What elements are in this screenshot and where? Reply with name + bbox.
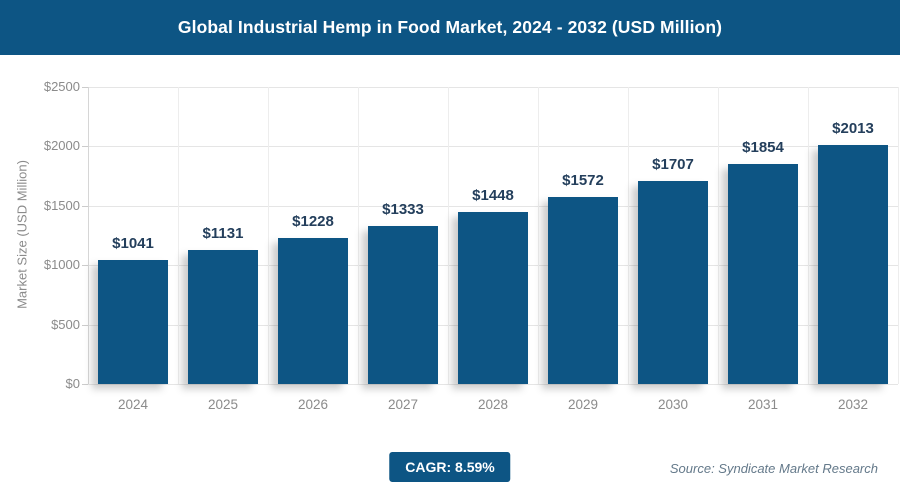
y-axis-tick-label: $1000 [43,257,80,273]
bar-2024 [98,260,168,384]
bar-value-label: $1131 [202,224,244,242]
chart-title: Global Industrial Hemp in Food Market, 2… [177,17,723,37]
bar-2029 [548,197,618,384]
bar-2026 [278,238,348,384]
bar-2028 [458,211,528,384]
bar-value-label: $1041 [112,235,154,253]
x-gridline [718,87,719,384]
y-axis-tick-label: $2000 [43,138,80,154]
y-axis-tick [82,324,88,326]
x-gridline [898,87,899,384]
x-axis-tick-label: 2026 [297,397,329,412]
x-axis-tick-label: 2030 [657,397,689,412]
bar-value-label: $1707 [652,156,694,174]
bar-2025 [188,249,258,384]
x-axis-tick-label: 2031 [747,397,779,412]
cagr-badge: CAGR: 8.59% [389,452,511,482]
x-axis-tick-label: 2029 [567,397,599,412]
y-axis-title: Market Size (USD Million) [14,160,30,309]
bar-2027 [368,225,438,384]
y-axis-tick [82,87,88,88]
x-axis-tick-label: 2028 [477,397,509,412]
bar-2031 [728,163,798,384]
y-gridline [88,87,898,88]
x-axis-tick-label: 2025 [207,397,239,412]
x-gridline [268,87,269,384]
chart-title-bar: Global Industrial Hemp in Food Market, 2… [0,0,900,55]
bar-value-label: $1333 [382,200,424,218]
y-gridline [88,384,898,385]
x-gridline [628,87,629,384]
y-axis-line [88,87,89,384]
y-axis-tick-label: $500 [51,316,80,332]
x-axis-tick-label: 2027 [387,397,419,412]
y-axis-tick-label: $0 [65,376,80,391]
y-axis-tick [82,384,88,385]
bar-value-label: $1572 [562,172,604,190]
x-gridline [538,87,539,384]
bar-2030 [638,181,708,384]
y-axis-tick [82,146,88,148]
x-gridline [358,87,359,384]
x-axis-tick-label: 2024 [117,397,149,412]
y-gridline [88,146,898,148]
y-axis-tick [82,265,88,267]
x-axis-tick-label: 2032 [837,397,869,412]
y-axis-tick-label: $2500 [43,79,80,94]
bar-2032 [818,144,888,384]
bar-value-label: $2013 [832,119,874,137]
y-gridline [88,205,898,207]
x-gridline [448,87,449,384]
bar-value-label: $1854 [742,138,784,156]
y-axis-tick-label: $1500 [43,197,80,213]
bar-value-label: $1228 [292,213,334,231]
bar-value-label: $1448 [472,186,514,204]
source-attribution: Source: Syndicate Market Research [669,461,878,476]
y-axis-tick [82,205,88,207]
x-gridline [808,87,809,384]
x-gridline [178,87,179,384]
